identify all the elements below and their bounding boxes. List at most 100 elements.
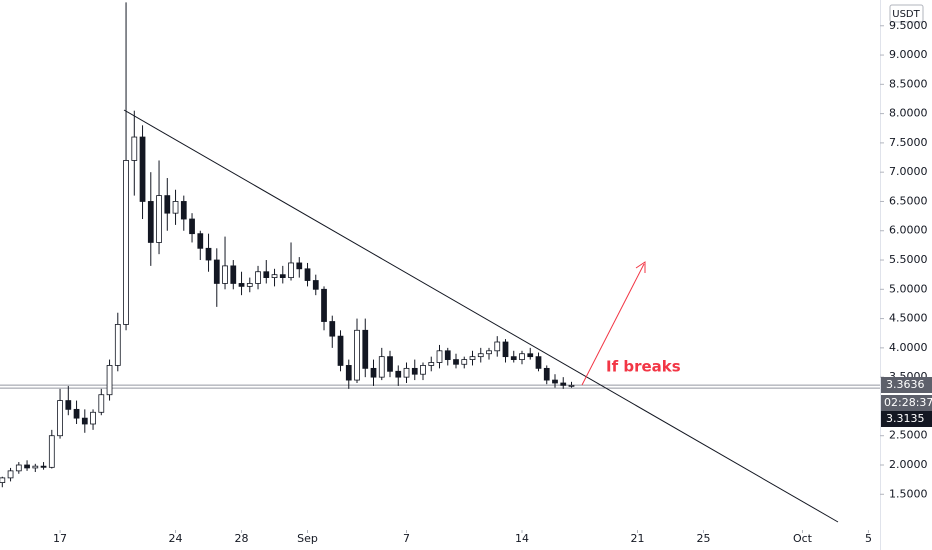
currency-box xyxy=(889,4,924,23)
candle-body xyxy=(7,470,14,479)
candle-body xyxy=(552,379,558,384)
x-tick-label: Sep xyxy=(297,532,318,545)
candle-body xyxy=(15,464,22,472)
candle-body xyxy=(395,370,402,378)
candle-body xyxy=(378,356,385,378)
candle-body xyxy=(329,321,336,337)
candle-body xyxy=(271,274,278,278)
candle-body xyxy=(156,195,162,243)
candle-body xyxy=(90,411,96,425)
candle-body xyxy=(0,477,6,483)
candle-body xyxy=(172,201,179,214)
candle-body xyxy=(164,195,171,214)
candle-body xyxy=(560,382,567,386)
candle-body xyxy=(57,400,63,437)
candle-body xyxy=(354,329,360,381)
candle-body xyxy=(230,265,237,284)
candle-body xyxy=(197,233,204,249)
candle-body xyxy=(312,280,319,290)
candle-body xyxy=(238,283,245,287)
candle-body xyxy=(461,359,468,365)
y-tick-label: 4.0000 xyxy=(889,341,928,354)
countdown-box xyxy=(881,395,932,411)
candle-body xyxy=(436,350,443,363)
y-tick-label: 8.5000 xyxy=(889,77,928,90)
candle-body xyxy=(24,464,30,469)
price-label: 3.3135 xyxy=(886,412,925,425)
candle-body xyxy=(123,160,129,325)
candle-body xyxy=(147,201,154,243)
candle-body xyxy=(494,341,501,352)
y-tick-label: 2.5000 xyxy=(889,429,928,442)
price-box xyxy=(881,377,932,393)
candle-body xyxy=(486,350,492,355)
candle-body xyxy=(48,435,55,468)
candle-body xyxy=(98,394,105,413)
x-tick-label: 21 xyxy=(630,532,644,545)
candle-body xyxy=(387,356,393,372)
y-tick-label: 8.0000 xyxy=(889,107,928,120)
arrow-head xyxy=(635,261,646,273)
candle-body xyxy=(222,265,228,284)
price-box xyxy=(881,411,932,427)
candle-body xyxy=(205,247,212,261)
candle-body xyxy=(420,365,426,375)
y-tick-label: 7.0000 xyxy=(889,165,928,178)
x-tick-label: 24 xyxy=(169,532,183,545)
candle-body xyxy=(502,341,509,358)
candle-body xyxy=(263,271,270,278)
candle-body xyxy=(543,367,550,381)
y-tick-label: 6.0000 xyxy=(889,224,928,237)
candle-body xyxy=(279,274,286,278)
candle-body xyxy=(139,136,146,202)
y-tick-label: 9.0000 xyxy=(889,48,928,61)
candle-body xyxy=(519,353,525,360)
candle-body xyxy=(527,353,534,358)
candle-body xyxy=(535,356,542,369)
candle-body xyxy=(428,362,435,366)
y-tick-label: 2.0000 xyxy=(889,458,928,471)
candle-body xyxy=(131,136,138,161)
candle-body xyxy=(65,400,72,410)
candle-body xyxy=(370,367,377,378)
candle-body xyxy=(568,384,575,387)
candle-body xyxy=(304,268,311,281)
candle-body xyxy=(345,365,352,381)
x-tick-label: 28 xyxy=(235,532,249,545)
candle-body xyxy=(453,359,459,365)
candle-body xyxy=(469,356,476,360)
candle-body xyxy=(189,218,195,235)
candle-body xyxy=(106,365,113,396)
candle-body xyxy=(411,367,418,375)
candle-body xyxy=(321,288,327,322)
candle-body xyxy=(337,335,344,366)
countdown: 02:28:37 xyxy=(884,396,932,409)
x-tick-label: 17 xyxy=(53,532,67,545)
y-tick-label: 6.5000 xyxy=(889,194,928,207)
candle-body xyxy=(180,201,187,220)
candle-body xyxy=(296,262,303,270)
candle-body xyxy=(246,283,253,287)
y-tick-label: 5.0000 xyxy=(889,282,928,295)
candle-body xyxy=(81,417,88,425)
candle-body xyxy=(403,367,410,378)
x-tick-label: 25 xyxy=(696,532,710,545)
y-tick-label: 7.5000 xyxy=(889,136,928,149)
candle-body xyxy=(40,465,47,468)
y-tick-label: 9.5000 xyxy=(889,19,928,32)
x-tick-label: 14 xyxy=(515,532,529,545)
y-tick-label: 1.5000 xyxy=(889,487,928,500)
annotation: If breaks xyxy=(606,358,681,376)
y-tick-label: 5.5000 xyxy=(889,253,928,266)
arrow xyxy=(581,263,645,386)
currency: USDT xyxy=(892,9,920,20)
price-label: 3.3636 xyxy=(886,378,925,391)
candle-body xyxy=(213,259,220,284)
candle-body xyxy=(288,262,294,278)
candle-body xyxy=(73,408,80,419)
candle-body xyxy=(444,350,451,360)
candle-body xyxy=(510,356,517,360)
x-tick-label: 7 xyxy=(403,532,410,545)
